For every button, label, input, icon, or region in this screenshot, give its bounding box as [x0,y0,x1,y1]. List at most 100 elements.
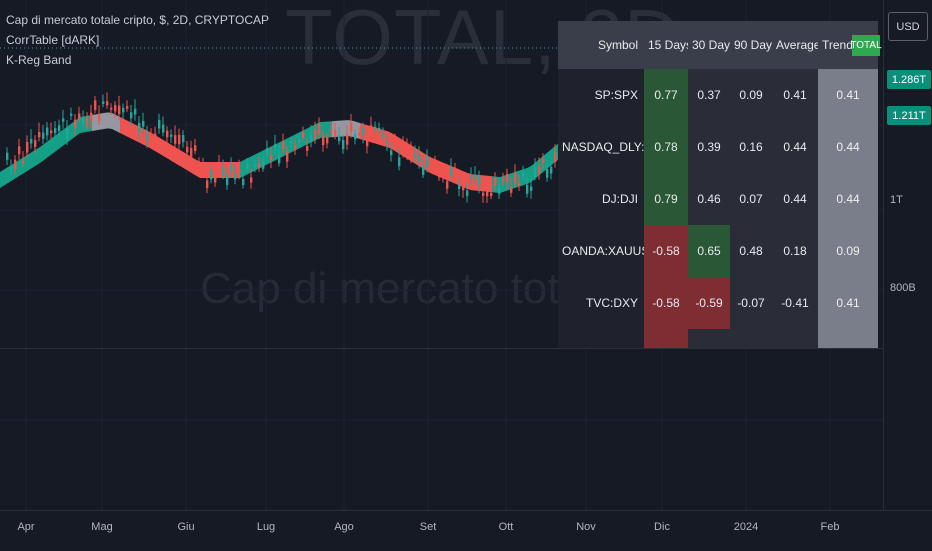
candle-body [478,175,481,187]
candle-body [194,145,197,151]
candle-body [114,105,117,112]
candle-body [542,159,545,163]
candle-body [258,163,261,168]
candle-body [294,144,297,150]
candle-body [398,157,401,167]
candle-body [490,192,493,197]
candle-body [442,174,445,177]
candle-body [170,134,173,137]
candle-body [430,163,433,168]
candle-body [522,172,525,177]
candle-body [202,166,205,172]
candle-body [410,150,413,156]
cell-30-days: 0.39 [688,121,730,173]
candle-body [230,163,233,171]
candle-body [50,130,53,133]
table-row: SP:SPX 0.77 0.37 0.09 0.41 0.41 [558,69,878,121]
candle-body [78,113,81,119]
candle-body [354,134,357,140]
candle-body [350,122,353,132]
candle-body [338,135,341,142]
cell-90-days: -0.07 [730,277,772,329]
correlation-table: Symbol 15 Days 30 Days 90 Days Average T… [558,21,878,348]
band-segment [108,112,112,129]
cell-90-days: 0.09 [730,69,772,121]
band-segment [184,152,188,171]
time-label: Ott [498,521,514,533]
pane-separator[interactable] [0,348,883,349]
chart-area[interactable]: TOTAL, 2D Cap di mercato totale cripto, … [0,0,883,510]
legend-symbol-title[interactable]: Cap di mercato totale cripto, $, 2D, CRY… [6,13,269,27]
candle-body [110,107,113,110]
candle-body [330,130,333,133]
cell-90-days: 0.07 [730,173,772,225]
candle-body [190,148,193,157]
band-segment [48,138,52,157]
candle-body [10,167,13,170]
candle-body [386,142,389,145]
candle-body [154,133,157,143]
candle-body [178,134,181,145]
candle-body [378,127,381,131]
candle-body [438,174,441,178]
candle-body [390,150,393,156]
candle-body [402,145,405,154]
candle-body [146,133,149,141]
cell-30-days: 0.37 [688,69,730,121]
cell-trend-imp: 0.41 [818,277,878,329]
legend-indicator-kreg[interactable]: K-Reg Band [6,53,72,67]
candle-body [322,136,325,146]
time-label: Lug [256,521,276,533]
candle-body [38,132,41,138]
candle-body [30,138,33,144]
table-header-row: Symbol 15 Days 30 Days 90 Days Average T… [558,21,878,69]
candle-body [466,190,469,197]
candle-body [74,119,77,128]
cell-average: 0.41 [772,69,818,121]
cell-average: 0.18 [772,225,818,277]
candle-body [458,185,461,189]
band-segment [60,129,64,148]
candle-body [550,166,553,174]
candle-body [166,130,169,138]
candle-body [526,184,529,194]
band-segment [32,149,36,168]
cell-symbol: TVC:US10Y [558,329,644,348]
candle-body [358,132,361,136]
candle-body [474,174,477,180]
candle-body [210,170,213,180]
band-segment [56,132,60,151]
candle-body [530,186,533,191]
band-segment [160,138,164,157]
candle-body [22,160,25,164]
band-segment [104,112,108,129]
time-label: Feb [820,521,840,533]
table-row: NASDAQ_DLY:IXIC0.780.390.160.440.44 [558,121,878,173]
band-segment [176,147,180,166]
cell-15-days: 0.77 [644,69,688,121]
candle-body [494,178,497,186]
candle-body [106,101,109,106]
table-row: OANDA:XAUUSD-0.580.650.480.180.09 [558,225,878,277]
price-tag-lower: 1.211T [887,106,931,125]
candle-body [298,139,301,143]
candle-body [66,128,69,139]
header-90-days: 90 Days [730,21,772,69]
candle-body [134,108,137,115]
price-axis[interactable]: USD 1.286T 1.211T 1T 800B [883,0,932,510]
currency-button[interactable]: USD [888,12,928,41]
time-axis[interactable]: Apr Mag Giu Lug Ago Set Ott Nov Dic 2024 Feb [0,510,932,551]
cell-symbol: OANDA:XAUUSD [558,225,644,277]
time-label: Dic [654,521,670,533]
cell-symbol: DJ:DJI [558,173,644,225]
header-symbol: Symbol [558,21,644,69]
cell-90-days: 0.47 [730,329,772,348]
cell-30-days: 0.65 [688,225,730,277]
candle-body [434,161,437,165]
candle-body [274,144,277,148]
candle-body [262,160,265,169]
candle-body [282,141,285,149]
candle-body [186,146,189,153]
band-segment [192,157,196,176]
legend-indicator-corrtable[interactable]: CorrTable [dARK] [6,33,100,47]
